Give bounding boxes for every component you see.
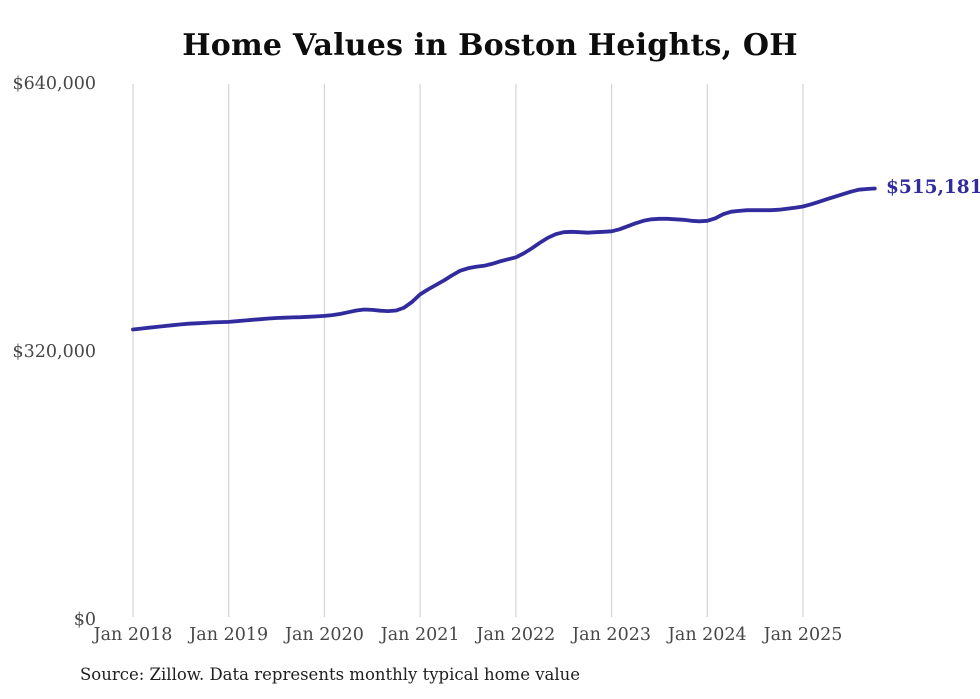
x-axis-tick-label: Jan 2024 xyxy=(667,625,747,645)
x-axis-tick-label: Jan 2022 xyxy=(476,625,556,645)
x-axis-tick-label: Jan 2019 xyxy=(189,625,269,645)
home-value-line xyxy=(131,186,877,332)
y-axis-tick-label: $0 xyxy=(73,610,96,630)
x-axis-tick-label: Jan 2025 xyxy=(763,625,843,645)
y-axis-tick-label: $640,000 xyxy=(12,74,96,94)
end-value-label: $515,181 xyxy=(886,176,980,198)
source-note: Source: Zillow. Data represents monthly … xyxy=(80,665,581,684)
y-axis-tick-label: $320,000 xyxy=(12,342,96,362)
x-axis-tick-label: Jan 2023 xyxy=(572,625,651,645)
x-axis-tick-label: Jan 2020 xyxy=(285,625,364,645)
x-axis-tick-label: Jan 2018 xyxy=(93,625,173,645)
x-axis-tick-label: Jan 2021 xyxy=(380,625,460,645)
chart-title: Home Values in Boston Heights, OH xyxy=(182,28,798,63)
